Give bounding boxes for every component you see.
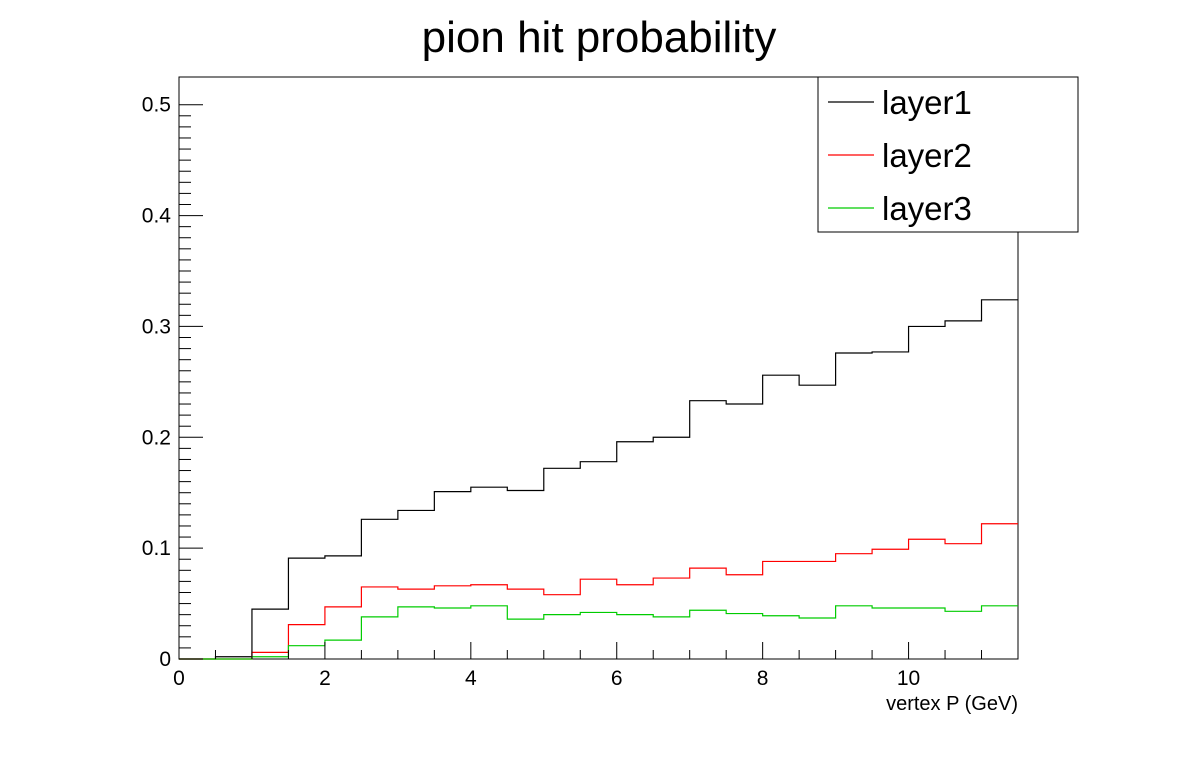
y-tick-label: 0.3 <box>142 315 171 338</box>
series-line-layer3 <box>179 605 1018 660</box>
x-tick-label: 0 <box>173 667 185 690</box>
x-axis-label: vertex P (GeV) <box>886 693 1018 715</box>
axes-layer: 0 0.1 0.2 0.3 0.4 0.5 0 2 4 6 8 10 <box>142 94 1019 690</box>
x-tick-label: 8 <box>757 667 769 690</box>
legend: layer1 layer2 layer3 <box>817 76 1079 233</box>
series-layer3 <box>179 605 1018 660</box>
x-tick-label: 4 <box>465 667 477 690</box>
y-tick-label: 0 <box>159 648 171 671</box>
x-tick-label: 2 <box>319 667 331 690</box>
legend-label-layer3: layer3 <box>882 190 972 227</box>
series-layer1 <box>179 299 1018 660</box>
y-tick-label: 0.2 <box>142 426 171 449</box>
legend-label-layer1: layer1 <box>882 84 972 121</box>
chart-title: pion hit probability <box>422 13 777 62</box>
legend-label-layer2: layer2 <box>882 137 972 174</box>
y-tick-label: 0.5 <box>142 94 171 117</box>
y-tick-label: 0.1 <box>142 537 171 560</box>
series-line-layer2 <box>179 523 1018 660</box>
series-line-layer1 <box>179 299 1018 660</box>
x-tick-label: 10 <box>897 667 920 690</box>
series-layer2 <box>179 523 1018 660</box>
y-tick-label: 0.4 <box>142 205 172 228</box>
plot-frame <box>178 76 1019 660</box>
series-layer <box>179 299 1018 660</box>
x-tick-label: 6 <box>611 667 623 690</box>
